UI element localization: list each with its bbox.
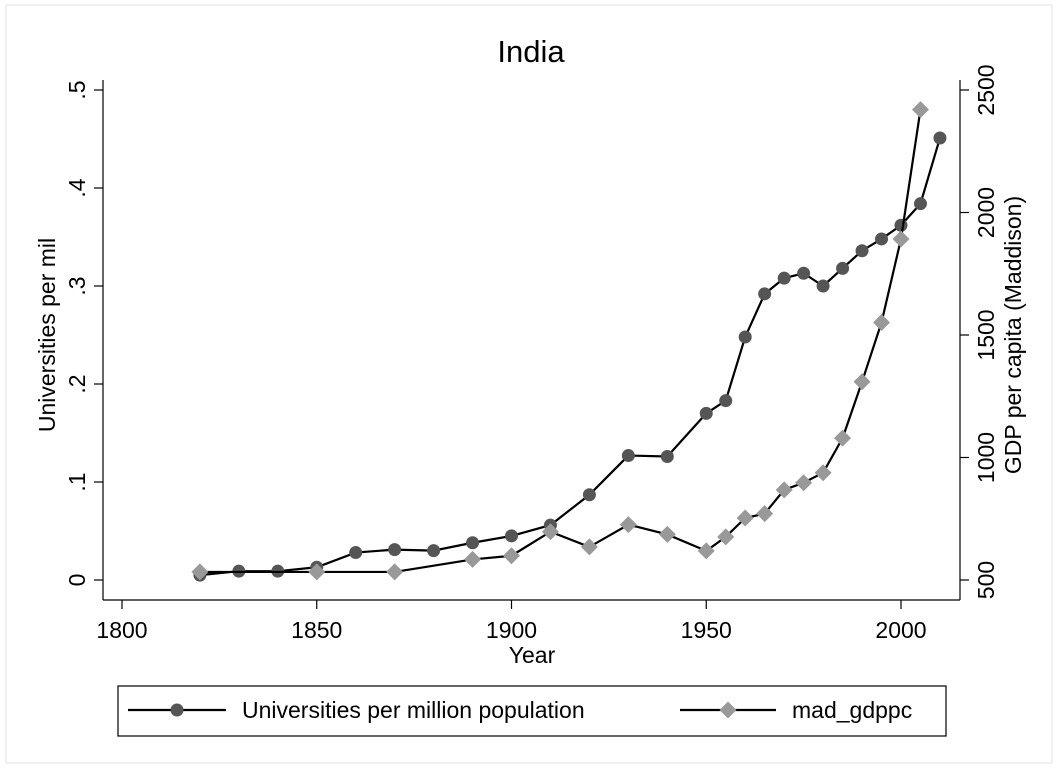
y-left-tick-label: .3 xyxy=(64,276,90,295)
y-axis-right-label: GDP per capita (Maddison) xyxy=(1000,196,1026,474)
series-1-point xyxy=(758,287,772,301)
series-2-point xyxy=(834,429,852,447)
series-2-point xyxy=(386,563,404,581)
x-tick-label: 1800 xyxy=(96,617,147,643)
series-2-point xyxy=(892,230,910,248)
axes xyxy=(94,80,969,609)
tick-labels: 1800 1850 1900 1950 2000 0 .1 .2 .3 .4 .5 500 1000 15… xyxy=(64,64,999,643)
series-1-point xyxy=(816,279,830,293)
y-right-tick-label: 2000 xyxy=(973,187,999,238)
series-2-point xyxy=(736,509,754,527)
series-1-point xyxy=(349,546,363,560)
y-left-tick-label: .2 xyxy=(64,374,90,393)
series-1-point xyxy=(738,330,752,344)
graph-region xyxy=(5,4,1053,764)
series-1-point xyxy=(388,543,402,557)
series-1-point xyxy=(719,394,733,408)
series-1-point xyxy=(621,449,635,463)
series-1-point xyxy=(894,218,908,232)
series-1-point xyxy=(660,450,674,464)
y-left-tick-label: .4 xyxy=(64,178,90,197)
x-tick-label: 1850 xyxy=(291,617,342,643)
x-axis-label: Year xyxy=(509,642,556,668)
series-1-point xyxy=(913,197,927,211)
series-2-point xyxy=(911,101,929,119)
y-right-tick-label: 2500 xyxy=(973,64,999,115)
y-left-tick-label: 0 xyxy=(64,574,90,587)
legend-marker-1 xyxy=(170,703,184,717)
legend-box xyxy=(117,685,947,737)
legend-marker-2 xyxy=(719,701,737,719)
x-tick-label: 1900 xyxy=(486,617,537,643)
x-tick-label: 1950 xyxy=(681,617,732,643)
series-2-point xyxy=(873,314,891,332)
y-right-tick-label: 1000 xyxy=(973,432,999,483)
x-tick-label: 2000 xyxy=(875,617,926,643)
series-2-point xyxy=(619,516,637,534)
series-2-point xyxy=(308,563,326,581)
y-left-tick-label: .1 xyxy=(64,472,90,491)
legend-label-2: mad_gdppc xyxy=(792,697,912,723)
series-2-point xyxy=(697,542,715,560)
y-left-tick-label: .5 xyxy=(64,80,90,99)
y-axis-left-label: Universities per mil xyxy=(34,238,60,432)
chart-title: India xyxy=(497,34,565,69)
series-2-point xyxy=(503,547,520,565)
y-right-tick-label: 500 xyxy=(973,561,999,599)
series-2-point xyxy=(658,525,676,543)
series-1-point xyxy=(933,131,947,145)
series-2-point xyxy=(853,373,871,391)
series-1-point xyxy=(777,271,791,285)
series-1-point xyxy=(427,544,441,558)
series-2-point xyxy=(775,481,793,499)
series-2-point xyxy=(191,563,209,581)
y-right-tick-label: 1500 xyxy=(973,309,999,360)
series-2-point xyxy=(814,464,832,482)
series-2-point xyxy=(541,523,559,541)
legend-label-1: Universities per million population xyxy=(242,697,585,723)
series-1-point xyxy=(875,232,889,246)
series-1-point xyxy=(466,536,480,550)
series-1-point xyxy=(797,266,811,280)
plot-series xyxy=(191,101,947,582)
legend: Universities per million population mad_g… xyxy=(117,685,947,737)
series-2-point xyxy=(580,538,598,556)
series-1-point xyxy=(582,488,596,502)
series-1-point xyxy=(836,261,850,275)
series-2-point xyxy=(795,474,813,492)
series-2-point xyxy=(756,505,774,523)
series-1-point xyxy=(699,406,713,420)
series-2-point xyxy=(717,528,735,546)
series-1-point xyxy=(505,529,518,543)
series-1-point xyxy=(855,244,869,258)
series-2-point xyxy=(464,550,482,568)
